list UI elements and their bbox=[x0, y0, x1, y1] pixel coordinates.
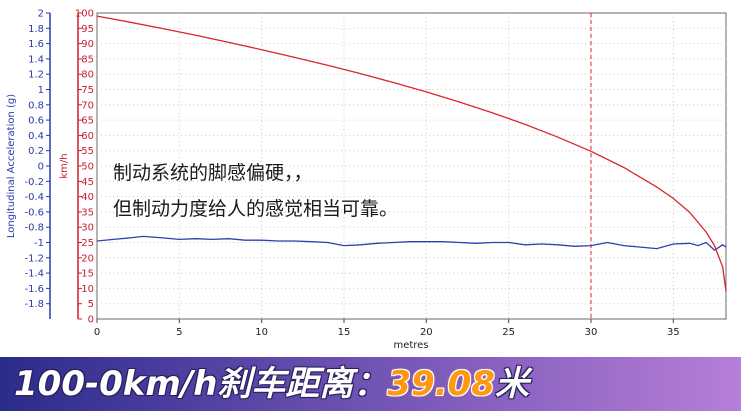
right-tick-label: 25 bbox=[81, 238, 94, 249]
right-tick-label: 55 bbox=[81, 146, 94, 157]
left-tick-label: -0.2 bbox=[24, 177, 44, 188]
right-tick-label: 40 bbox=[81, 192, 94, 203]
result-banner: 100-0km/h刹车距离：39.08米 bbox=[0, 357, 741, 411]
x-tick-label: 10 bbox=[255, 327, 268, 338]
left-tick-label: -0.4 bbox=[24, 192, 44, 203]
left-tick-label: 2 bbox=[38, 9, 44, 20]
braking-chart: 2 1.8 1.6 1.4 1.2 1 0.8 0.6 0.4 0.2 0 -0.2 -0.4 -0.6 -… bbox=[6, 8, 727, 351]
left-tick-label: 0.4 bbox=[28, 131, 44, 142]
x-tick-label: 15 bbox=[338, 327, 351, 338]
left-tick-label: -1 bbox=[34, 238, 44, 249]
x-axis-ticks: 0 5 10 15 20 25 30 35 bbox=[94, 319, 680, 338]
right-axis-label: km/h bbox=[59, 153, 70, 178]
x-tick-label: 5 bbox=[176, 327, 182, 338]
right-tick-label: 0 bbox=[88, 315, 94, 326]
left-tick-label: 0.8 bbox=[28, 100, 44, 111]
right-tick-label: 65 bbox=[81, 116, 94, 127]
right-tick-label: 30 bbox=[81, 223, 94, 234]
right-tick-label: 85 bbox=[81, 54, 94, 65]
right-tick-label: 70 bbox=[81, 100, 94, 111]
left-axis-label: Longitudinal Acceleration (g) bbox=[6, 94, 17, 238]
right-tick-label: 90 bbox=[81, 39, 94, 50]
right-tick-label: 15 bbox=[81, 269, 94, 280]
x-tick-label: 0 bbox=[94, 327, 100, 338]
left-tick-label: -1.4 bbox=[24, 269, 44, 280]
banner-unit: 米 bbox=[494, 364, 529, 404]
x-tick-label: 25 bbox=[502, 327, 515, 338]
right-tick-label: 60 bbox=[81, 131, 94, 142]
left-tick-label: -1.8 bbox=[24, 299, 44, 310]
x-tick-label: 35 bbox=[667, 327, 680, 338]
banner-value: 39.08 bbox=[387, 364, 495, 404]
right-tick-label: 75 bbox=[81, 85, 94, 96]
annotation-line-2: 但制动力度给人的感觉相当可靠。 bbox=[113, 198, 398, 220]
right-tick-label: 100 bbox=[75, 9, 94, 20]
right-tick-label: 5 bbox=[88, 299, 94, 310]
right-tick-label: 20 bbox=[81, 253, 94, 264]
x-tick-label: 30 bbox=[585, 327, 598, 338]
banner-text: 100-0km/h刹车距离：39.08米 bbox=[14, 359, 529, 409]
right-tick-label: 50 bbox=[81, 162, 94, 173]
x-tick-label: 20 bbox=[420, 327, 433, 338]
left-tick-label: -1.6 bbox=[24, 284, 44, 295]
series-acceleration bbox=[96, 235, 727, 252]
series-speed bbox=[96, 15, 727, 292]
left-tick-label: 1.4 bbox=[28, 54, 44, 65]
left-tick-label: -0.8 bbox=[24, 223, 44, 234]
x-axis-label: metres bbox=[393, 340, 428, 351]
left-tick-label: 1 bbox=[38, 85, 44, 96]
left-tick-label: -1.2 bbox=[24, 253, 44, 264]
left-tick-label: 1.8 bbox=[28, 24, 44, 35]
left-tick-label: 0.2 bbox=[28, 146, 44, 157]
right-tick-label: 45 bbox=[81, 177, 94, 188]
left-tick-label: 1.6 bbox=[28, 39, 44, 50]
right-axis-ticks: 1009590858075706560555045403530252015105… bbox=[75, 9, 94, 326]
left-tick-label: -0.6 bbox=[24, 207, 44, 218]
left-axis-ticks: 2 1.8 1.6 1.4 1.2 1 0.8 0.6 0.4 0.2 0 -0.2 -0.4 -0.6 -… bbox=[24, 9, 50, 310]
left-tick-label: 1.2 bbox=[28, 70, 44, 81]
right-tick-label: 10 bbox=[81, 284, 94, 295]
right-tick-label: 80 bbox=[81, 70, 94, 81]
banner-label: 100-0km/h刹车距离： bbox=[14, 364, 388, 404]
right-tick-label: 95 bbox=[81, 24, 94, 35]
left-tick-label: 0.6 bbox=[28, 116, 44, 127]
left-tick-label: 0 bbox=[38, 162, 44, 173]
annotation-line-1: 制动系统的脚感偏硬，， bbox=[113, 162, 313, 184]
right-tick-label: 35 bbox=[81, 207, 94, 218]
